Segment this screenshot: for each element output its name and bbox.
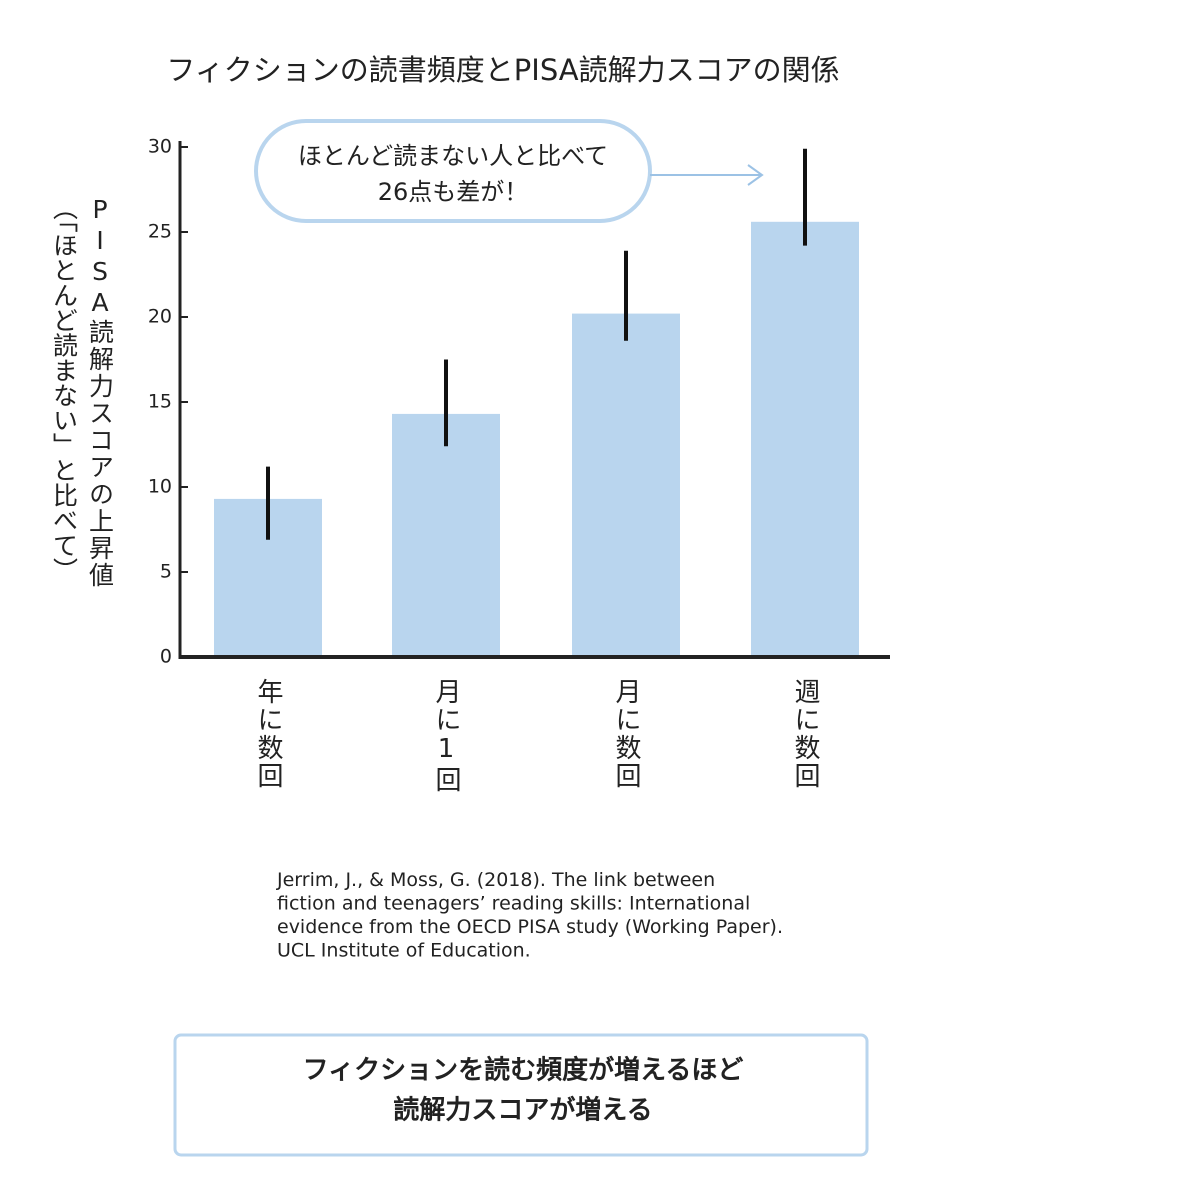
y-tick-label: 15 bbox=[148, 391, 172, 413]
annotation-bubble bbox=[254, 119, 652, 223]
x-tick-label: 月に1回 bbox=[431, 678, 461, 794]
source-text: UCL Institute of Education. bbox=[277, 940, 531, 962]
annotation-arrow-head bbox=[747, 164, 764, 186]
source-text: Jerrim, J., & Moss, G. (2018). The link … bbox=[276, 869, 715, 891]
x-tick-label: 年に数回 bbox=[253, 678, 283, 790]
bar bbox=[751, 221, 859, 658]
x-tick-label: 月に数回 bbox=[611, 678, 641, 790]
y-tick-label: 10 bbox=[148, 476, 172, 498]
x-tick-label: 週に数回 bbox=[790, 678, 820, 790]
annotation-text: 26点も差が！ bbox=[378, 178, 529, 206]
bar bbox=[572, 313, 680, 657]
source-text: fiction and teenagers’ reading skills: I… bbox=[277, 893, 750, 915]
y-axis-sublabel: （「ほとんど読まない」と比べて） bbox=[50, 195, 79, 583]
chart-title: フィクションの読書頻度とPISA読解力スコアの関係 bbox=[166, 53, 839, 87]
conclusion-text: 読解力スコアが増える bbox=[393, 1095, 652, 1126]
bar bbox=[392, 413, 500, 657]
y-tick-label: 5 bbox=[160, 561, 172, 583]
y-tick-label: 20 bbox=[148, 306, 172, 328]
y-tick-label: 30 bbox=[148, 136, 172, 158]
conclusion-text: フィクションを読む頻度が増えるほど bbox=[303, 1055, 744, 1086]
source-text: evidence from the OECD PISA study (Worki… bbox=[277, 916, 783, 938]
y-tick-label: 25 bbox=[148, 221, 172, 243]
annotation-text: ほとんど読まない人と比べて bbox=[298, 142, 608, 170]
y-tick-label: 0 bbox=[160, 646, 172, 668]
y-axis-label: PISA読解力スコアの上昇値 bbox=[86, 195, 115, 589]
conclusion-box bbox=[173, 1033, 869, 1157]
